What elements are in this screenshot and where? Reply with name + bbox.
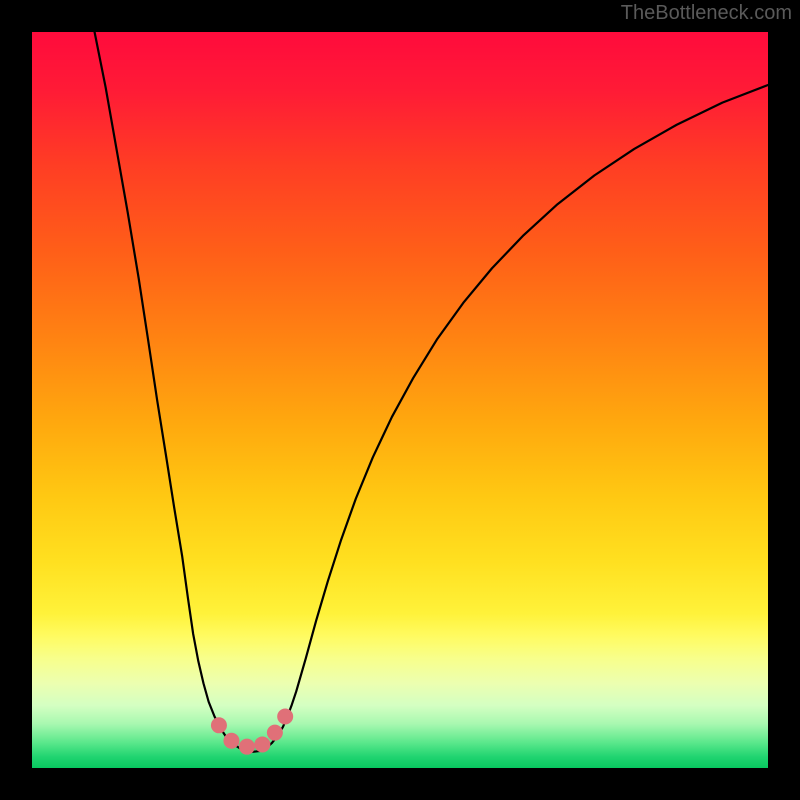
curve-marker: [239, 739, 255, 755]
watermark-text: TheBottleneck.com: [621, 2, 792, 25]
curve-marker: [254, 736, 270, 752]
chart-container: TheBottleneck.com: [0, 0, 800, 800]
curve-marker: [211, 717, 227, 733]
bottleneck-chart: [0, 0, 800, 800]
curve-marker: [277, 708, 293, 724]
curve-marker: [267, 725, 283, 741]
curve-marker: [223, 733, 239, 749]
